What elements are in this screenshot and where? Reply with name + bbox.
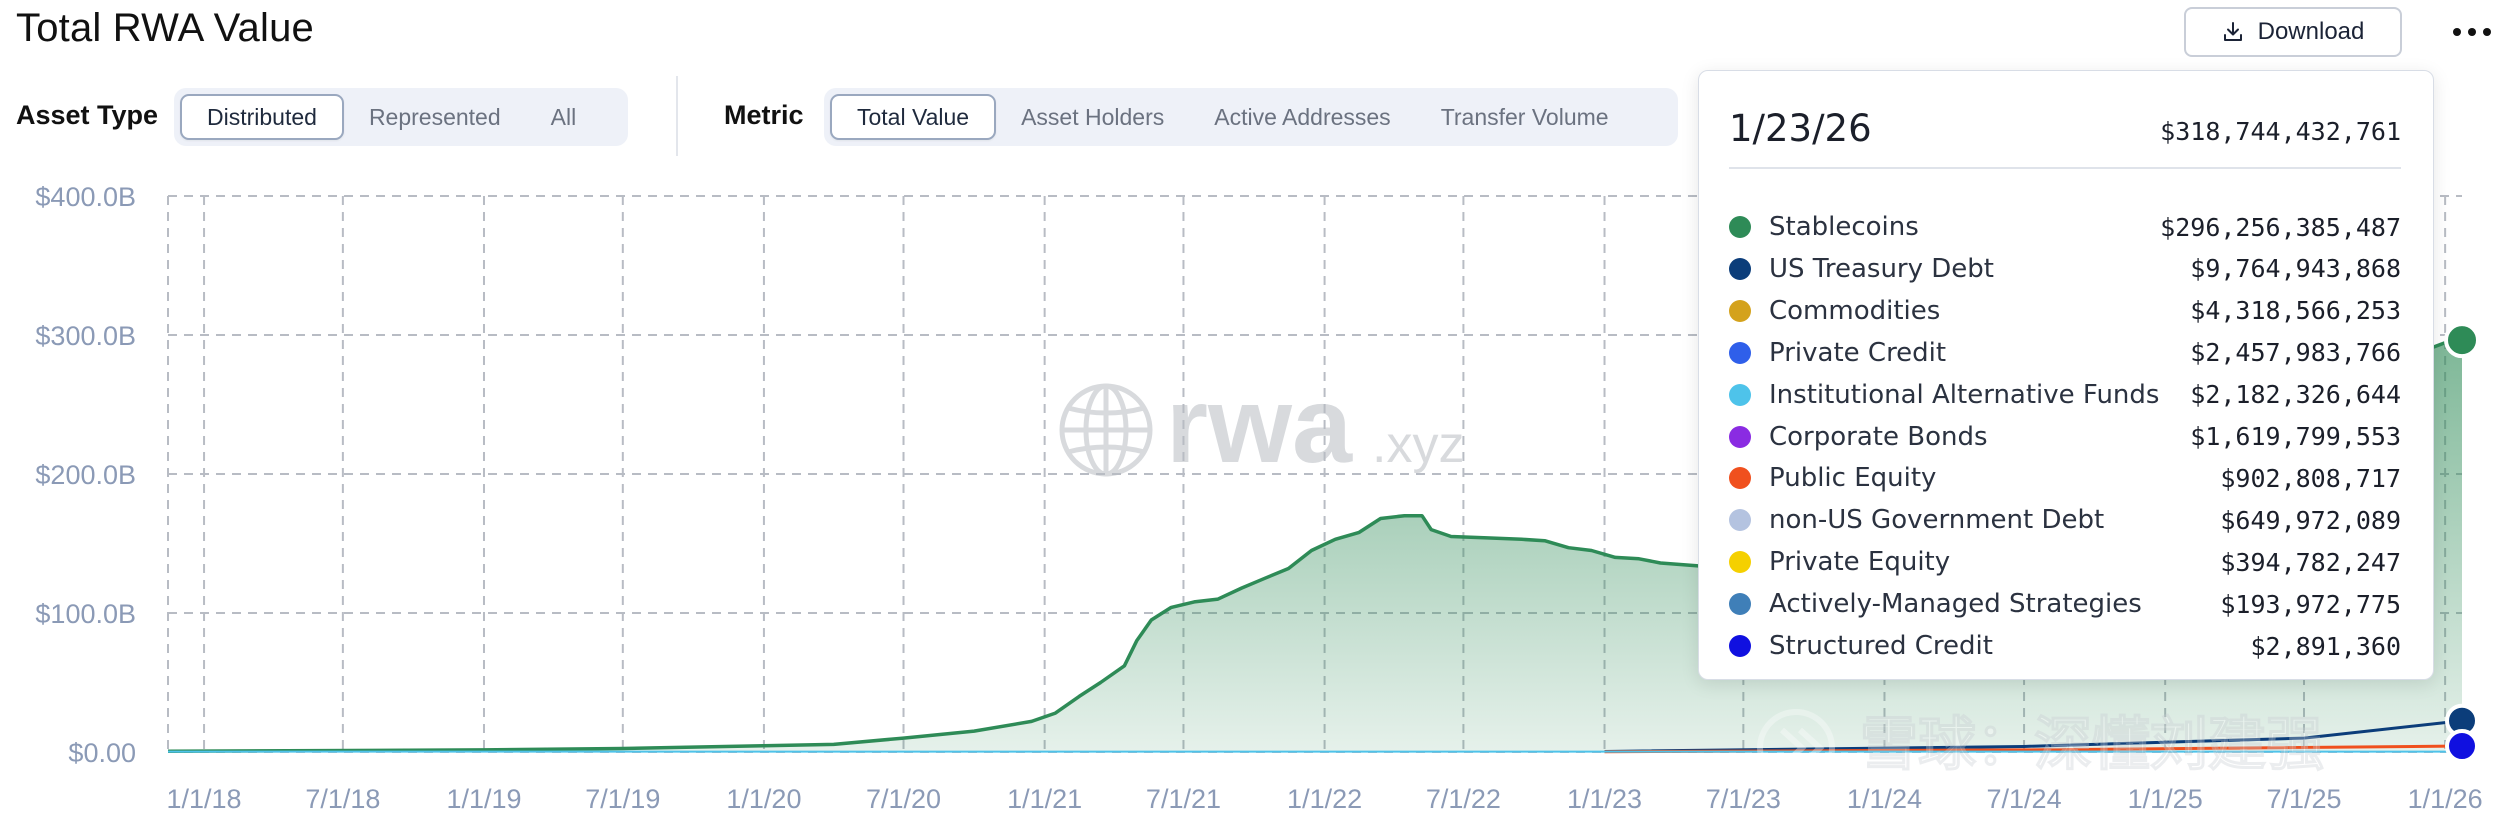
chart-axes: $0.00 $100.0B $200.0B $300.0B $400.0B 1/1/18 7… <box>35 182 2482 814</box>
x-tick-label: 7/1/23 <box>1706 784 1781 814</box>
series-color-dot <box>1729 551 1751 574</box>
watermark-corner-text: 雪球：深懂刘建强 <box>1860 710 2324 778</box>
y-tick-label: $200.0B <box>35 460 136 490</box>
series-color-dot <box>1729 383 1751 406</box>
stablecoins-line <box>167 338 2462 754</box>
tooltip-series-value: $193,972,775 <box>2220 589 2401 619</box>
tooltip-total: $318,744,432,761 <box>2160 117 2401 146</box>
metric-transfer-volume[interactable]: Transfer Volume <box>1440 103 1609 130</box>
more-options-button[interactable] <box>2442 12 2502 52</box>
x-tick-label: 7/1/21 <box>1146 784 1221 814</box>
structured-credit-hover-marker <box>2445 729 2479 764</box>
download-button[interactable]: Download <box>2184 7 2402 57</box>
x-tick-label: 7/1/25 <box>2266 784 2341 814</box>
series-color-dot <box>1729 299 1751 322</box>
tooltip-series-value: $4,318,566,253 <box>2190 296 2401 326</box>
hover-markers <box>2444 322 2480 764</box>
series-color-dot <box>1729 635 1751 657</box>
x-tick-label: 1/1/19 <box>446 784 521 814</box>
tooltip-series-name: US Treasury Debt <box>1769 253 1994 284</box>
tooltip-row: non-US Government Debt $649,972,089 <box>1729 500 2401 540</box>
y-tick-label: $0.00 <box>68 738 136 768</box>
tooltip-series-value: $902,808,717 <box>2220 463 2401 493</box>
y-tick-label: $300.0B <box>35 321 136 351</box>
x-tick-label: 7/1/24 <box>1987 784 2062 814</box>
tooltip-series-name: Structured Credit <box>1769 631 1993 661</box>
y-tick-label: $100.0B <box>35 599 136 629</box>
tooltip-series-value: $649,972,089 <box>2220 505 2401 535</box>
series-color-dot <box>1729 341 1751 364</box>
y-tick-label: $400.0B <box>35 182 136 212</box>
tooltip-series-value: $1,619,799,553 <box>2190 422 2401 451</box>
asset-type-all[interactable]: All <box>550 103 577 130</box>
tooltip-row: Institutional Alternative Funds $2,182,32… <box>1729 375 2401 415</box>
tooltip-series-value: $2,182,326,644 <box>2190 380 2401 410</box>
x-tick-label: 7/1/19 <box>585 784 660 814</box>
more-horizontal-icon <box>2453 28 2491 36</box>
tooltip-row: Actively-Managed Strategies $193,972,775 <box>1729 584 2401 624</box>
tooltip-series-value: $296,256,385,487 <box>2160 212 2401 242</box>
series-color-dot <box>1729 467 1751 490</box>
x-tick-label: 1/1/21 <box>1007 784 1082 814</box>
asset-type-label: Asset Type <box>16 100 159 130</box>
corner-watermark: 雪球：深懂刘建强 <box>1757 709 2325 787</box>
tooltip-series-name: Actively-Managed Strategies <box>1769 589 2142 620</box>
tooltip-series-value: $2,891,360 <box>2250 631 2401 661</box>
series-color-dot <box>1729 425 1751 448</box>
asset-type-distributed[interactable]: Distributed <box>180 94 344 140</box>
tooltip-series-name: Public Equity <box>1769 463 1937 494</box>
tooltip-series-name: Private Credit <box>1769 337 1947 368</box>
x-tick-label: 1/1/24 <box>1847 784 1922 814</box>
tooltip-series-name: Private Equity <box>1769 547 1951 578</box>
series-color-dot <box>1729 509 1751 532</box>
hover-tooltip: 1/23/26 $318,744,432,761 Stablecoins $296… <box>1698 70 2434 680</box>
asset-type-represented[interactable]: Represented <box>368 103 501 130</box>
x-tick-label: 1/1/22 <box>1287 784 1362 814</box>
x-tick-label: 7/1/18 <box>305 784 380 814</box>
tooltip-row: Stablecoins $296,256,385,487 <box>1729 207 2401 247</box>
x-tick-label: 1/1/23 <box>1567 784 1642 814</box>
tooltip-series-name: Stablecoins <box>1769 212 1919 242</box>
us-treasury-line <box>1604 719 2463 753</box>
metric-active-addresses[interactable]: Active Addresses <box>1214 103 1391 130</box>
tooltip-row: Commodities $4,318,566,253 <box>1729 291 2401 331</box>
tooltip-series-name: non-US Government Debt <box>1769 505 2105 536</box>
download-label: Download <box>2257 18 2365 45</box>
page-title: Total RWA Value <box>16 6 314 50</box>
watermark-logo-text: rwa <box>1166 364 1353 485</box>
x-tick-label: 7/1/22 <box>1426 784 1501 814</box>
controls-divider <box>676 76 678 156</box>
asset-type-toggle: Distributed Represented All <box>174 88 628 146</box>
metric-toggle: Total Value Asset Holders Active Address… <box>824 88 1678 146</box>
series-color-dot <box>1729 593 1751 616</box>
series-color-dot <box>1729 257 1751 280</box>
tooltip-row: US Treasury Debt $9,764,943,868 <box>1729 249 2401 289</box>
x-tick-label: 1/1/26 <box>2408 784 2483 814</box>
tooltip-series-name: Institutional Alternative Funds <box>1769 379 2160 410</box>
tooltip-date: 1/23/26 <box>1729 107 1872 150</box>
metric-total-value[interactable]: Total Value <box>830 94 997 140</box>
metric-label: Metric <box>724 100 804 130</box>
tooltip-series-name: Corporate Bonds <box>1769 421 1988 452</box>
x-tick-label: 1/1/18 <box>167 784 242 814</box>
download-icon <box>2223 22 2242 41</box>
watermark-logo-suffix: .xyz <box>1372 416 1464 474</box>
tooltip-series-value: $394,782,247 <box>2220 547 2401 577</box>
tooltip-row: Private Credit $2,457,983,766 <box>1729 333 2401 373</box>
tooltip-series-value: $9,764,943,868 <box>2190 254 2401 284</box>
x-tick-label: 1/1/20 <box>726 784 801 814</box>
metric-asset-holders[interactable]: Asset Holders <box>1021 103 1165 130</box>
series-color-dot <box>1729 216 1751 238</box>
stablecoins-hover-marker <box>2444 322 2480 359</box>
tooltip-series-value: $2,457,983,766 <box>2190 338 2401 368</box>
tooltip-series-name: Commodities <box>1769 295 1941 326</box>
x-tick-label: 7/1/20 <box>866 784 941 814</box>
tooltip-header: 1/23/26 $318,744,432,761 <box>1729 107 2401 169</box>
rwa-watermark: rwa .xyz <box>1059 364 1464 485</box>
tooltip-row: Structured Credit $2,891,360 <box>1729 626 2401 666</box>
tooltip-row: Public Equity $902,808,717 <box>1729 458 2401 498</box>
tooltip-row: Corporate Bonds $1,619,799,553 <box>1729 417 2401 457</box>
tooltip-row: Private Equity $394,782,247 <box>1729 542 2401 582</box>
x-tick-label: 1/1/25 <box>2128 784 2203 814</box>
